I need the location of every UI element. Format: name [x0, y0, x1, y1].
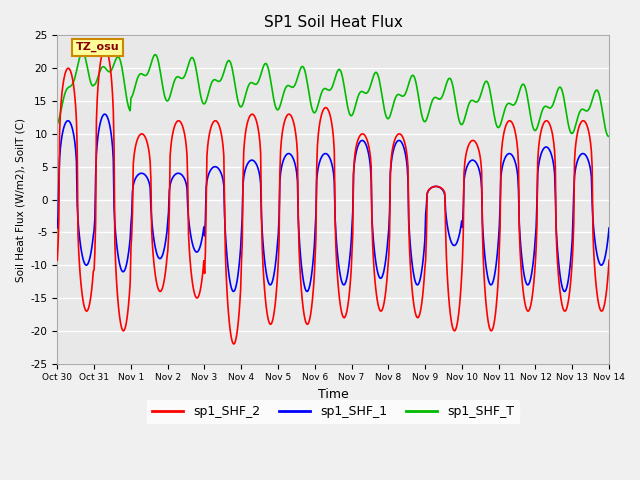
Legend: sp1_SHF_2, sp1_SHF_1, sp1_SHF_T: sp1_SHF_2, sp1_SHF_1, sp1_SHF_T — [147, 400, 520, 423]
Y-axis label: Soil Heat Flux (W/m2), SoilT (C): Soil Heat Flux (W/m2), SoilT (C) — [15, 118, 25, 282]
Title: SP1 Soil Heat Flux: SP1 Soil Heat Flux — [264, 15, 403, 30]
X-axis label: Time: Time — [318, 388, 349, 401]
Text: TZ_osu: TZ_osu — [76, 42, 119, 52]
